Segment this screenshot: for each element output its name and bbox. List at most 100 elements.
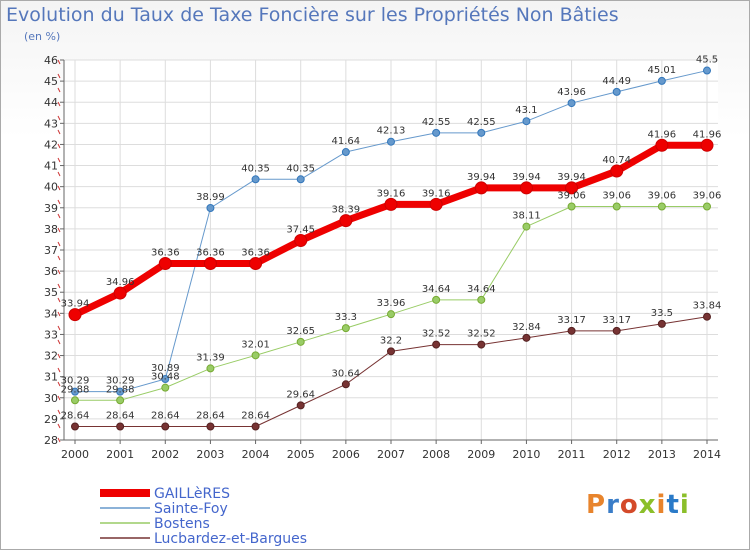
x-tick-label: 2002 <box>151 448 179 461</box>
axis-dash <box>57 115 61 121</box>
data-point <box>387 347 395 356</box>
x-tick-label: 2001 <box>106 448 134 461</box>
data-point <box>294 234 308 247</box>
data-label: 44.49 <box>602 76 631 87</box>
x-tick-label: 2000 <box>61 448 89 461</box>
data-point <box>251 175 260 184</box>
logo-letter: o <box>619 490 639 520</box>
data-label: 29.88 <box>61 384 90 395</box>
data-point <box>429 197 443 211</box>
axis-dash <box>57 129 61 135</box>
data-label: 30.89 <box>151 363 180 374</box>
data-point <box>657 319 666 328</box>
data-label: 34.64 <box>422 284 451 295</box>
data-label: 28.64 <box>196 410 225 421</box>
data-point <box>522 222 531 231</box>
axis-dash <box>57 409 61 415</box>
axis-dash <box>57 59 61 65</box>
data-label: 40.74 <box>602 155 631 166</box>
axis-dash <box>57 283 61 289</box>
logo-letter: P <box>586 490 607 520</box>
data-point <box>341 324 350 333</box>
data-point <box>387 310 395 319</box>
data-point <box>161 422 170 431</box>
y-tick-label: 41 <box>44 160 58 173</box>
data-point <box>113 286 127 300</box>
y-tick-label: 37 <box>44 244 58 257</box>
axis-dash <box>57 199 61 205</box>
y-tick-label: 30 <box>44 392 58 405</box>
y-tick-label: 39 <box>44 202 58 215</box>
data-point <box>657 202 666 211</box>
y-tick-label: 28 <box>44 434 58 447</box>
x-tick-label: 2006 <box>332 448 360 461</box>
data-label: 33.5 <box>651 308 673 319</box>
data-point <box>384 197 398 211</box>
data-label: 39.94 <box>467 172 496 183</box>
data-label: 43.96 <box>557 87 586 98</box>
y-tick-label: 31 <box>44 371 58 384</box>
x-tick-label: 2004 <box>242 448 270 461</box>
data-label: 28.64 <box>241 410 270 421</box>
y-tick-label: 33 <box>44 328 58 341</box>
axis-dash <box>57 213 61 219</box>
data-label: 40.35 <box>241 163 270 174</box>
data-label: 33.17 <box>557 315 586 326</box>
proxiti-logo: Proxiti <box>586 490 690 520</box>
data-point <box>522 117 531 126</box>
data-label: 30.64 <box>332 368 361 379</box>
data-point <box>116 387 125 396</box>
x-tick-label: 2012 <box>603 448 631 461</box>
axis-dash <box>57 367 61 373</box>
data-label: 38.11 <box>512 211 541 222</box>
y-tick-label: 36 <box>44 265 58 278</box>
axis-dash <box>57 437 61 443</box>
data-label: 42.55 <box>467 117 496 128</box>
axis-dash <box>57 185 61 191</box>
data-label: 33.84 <box>693 301 722 312</box>
data-label: 28.64 <box>151 410 180 421</box>
data-point <box>206 203 215 212</box>
legend-label: GAILLèRES <box>154 486 230 502</box>
data-point <box>703 202 711 211</box>
axis-dash <box>57 297 61 303</box>
data-label: 40.35 <box>286 163 315 174</box>
axis-dash <box>57 339 61 345</box>
logo-letter: t <box>666 490 680 520</box>
y-tick-label: 46 <box>44 54 58 67</box>
data-label: 33.3 <box>335 312 357 323</box>
x-tick-label: 2005 <box>287 448 315 461</box>
legend-label: Sainte-Foy <box>154 501 228 517</box>
logo-letter: i <box>679 490 690 520</box>
axis-dash <box>57 171 61 177</box>
data-label: 38.99 <box>196 192 225 203</box>
data-point <box>703 312 711 321</box>
data-point <box>477 128 486 137</box>
axis-dash <box>57 73 61 79</box>
axis-dash <box>57 87 61 93</box>
data-point <box>296 337 305 346</box>
axis-dash <box>57 157 61 163</box>
data-label: 39.06 <box>693 191 722 202</box>
data-label: 31.39 <box>196 352 225 363</box>
data-label: 28.64 <box>106 410 135 421</box>
data-point <box>203 257 217 271</box>
data-point <box>161 374 170 383</box>
chart-title: Evolution du Taux de Taxe Foncière sur l… <box>6 4 619 26</box>
data-label: 34.96 <box>106 277 135 288</box>
x-tick-label: 2014 <box>693 448 721 461</box>
data-point <box>657 76 666 85</box>
data-label: 29.64 <box>286 389 315 400</box>
y-tick-label: 45 <box>44 75 58 88</box>
logo-letter: r <box>606 490 620 520</box>
data-point <box>519 181 533 195</box>
axis-dash <box>57 381 61 387</box>
data-point <box>341 380 350 389</box>
data-point <box>655 138 669 152</box>
x-tick-label: 2007 <box>377 448 405 461</box>
data-point <box>477 340 486 349</box>
data-label: 30.29 <box>61 376 90 387</box>
data-point <box>161 383 170 392</box>
y-tick-label: 32 <box>44 350 58 363</box>
axis-dash <box>57 395 61 401</box>
